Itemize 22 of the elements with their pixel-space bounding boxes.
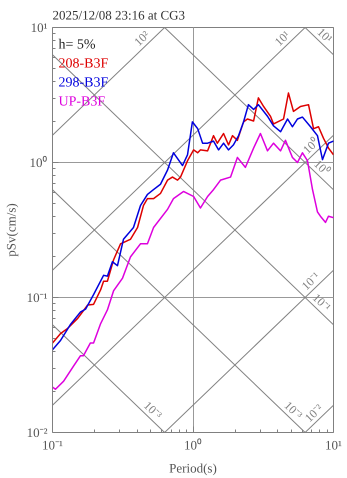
y-tick-label: 10⁰ <box>30 155 48 170</box>
annotation: 10⁰ <box>300 136 322 157</box>
x-tick-label: 10¹ <box>325 438 342 452</box>
annotation: 10⁻¹ <box>310 290 334 314</box>
y-tick-label: 10⁻² <box>26 425 48 440</box>
x-axis-title: Period(s) <box>169 460 217 476</box>
y-axis-title: pSv(cm/s) <box>4 203 19 257</box>
annotation: 10¹ <box>272 28 294 49</box>
chart-title: 2025/12/08 23:16 at CG3 <box>52 8 186 22</box>
text: 208-B3F <box>58 56 108 72</box>
annotation: 10⁰ <box>311 156 332 178</box>
x-tick-label: 10⁰ <box>184 438 202 452</box>
annotation: 10² <box>131 28 153 49</box>
text: 298-B3F <box>58 76 108 90</box>
text: UP-B3F <box>58 94 106 110</box>
y-tick-label: 10⁻¹ <box>26 290 48 305</box>
annotation: 10⁻¹ <box>298 268 323 293</box>
legend-title: h= 5% <box>58 38 96 52</box>
y-tick-label: 10¹ <box>30 20 48 35</box>
x-tick-label: 10⁻¹ <box>42 438 64 452</box>
annotation: 10⁻³ <box>140 398 166 422</box>
annotation: 10¹ <box>314 24 336 46</box>
